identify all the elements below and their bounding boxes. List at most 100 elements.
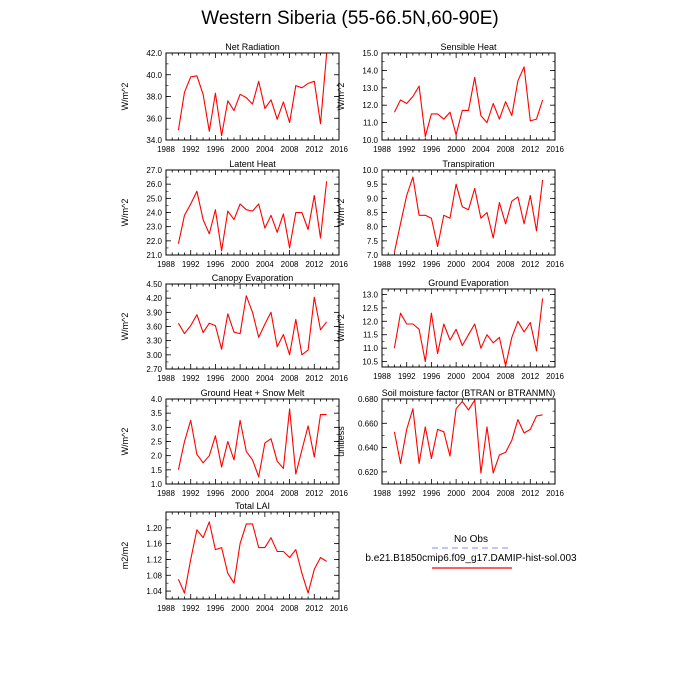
y-tick-label: 2.0 [151, 452, 163, 461]
y-tick-label: 11.5 [363, 331, 379, 340]
x-tick-label: 2004 [256, 374, 274, 383]
x-tick-label: 2000 [447, 145, 465, 154]
series-line [393, 298, 544, 367]
chart-title: Net Radiation [225, 42, 280, 52]
x-tick-label: 2016 [546, 489, 564, 498]
y-axis-label: W/m^2 [120, 428, 130, 456]
y-tick-label: 24.0 [146, 209, 162, 218]
x-tick-label: 2008 [281, 374, 299, 383]
y-tick-label: 21.0 [146, 251, 162, 260]
y-tick-label: 12.5 [362, 304, 378, 313]
chart-panel: Canopy Evaporation W/m^2 1988 1992 1996 2000 2… [120, 273, 348, 383]
chart-panel: Ground Evaporation W/m^2 1988 1992 1996 2000 2… [336, 278, 564, 381]
x-tick-label: 2012 [305, 374, 323, 383]
chart-panel: Soil moisture factor (BTRAN or BTRANMN) u… [336, 388, 564, 498]
x-tick-label: 2000 [231, 145, 249, 154]
x-tick-label: 1988 [157, 489, 175, 498]
x-tick-label: 2004 [472, 145, 490, 154]
x-tick-label: 2012 [521, 145, 539, 154]
y-tick-label: 7.0 [367, 251, 379, 260]
y-tick-label: 8.5 [367, 209, 379, 218]
x-tick-label: 2012 [305, 604, 323, 613]
x-tick-label: 2012 [521, 489, 539, 498]
y-tick-label: 0.620 [358, 468, 379, 477]
series-line [177, 521, 327, 594]
y-tick-label: 10.0 [362, 166, 378, 175]
x-tick-label: 2008 [497, 260, 515, 269]
y-tick-label: 11.0 [363, 344, 379, 353]
chart-panel: Ground Heat + Snow Melt W/m^2 1988 1992 1996… [120, 388, 348, 498]
x-tick-label: 2000 [231, 374, 249, 383]
y-tick-label: 13.0 [362, 290, 378, 299]
x-tick-label: 1988 [373, 145, 391, 154]
x-tick-label: 1992 [398, 489, 416, 498]
plot-frame [381, 169, 556, 256]
y-tick-label: 8.0 [367, 223, 379, 232]
y-tick-label: 1.08 [146, 571, 162, 580]
x-tick-label: 1996 [207, 145, 225, 154]
chart-title: Canopy Evaporation [212, 273, 294, 283]
y-tick-label: 3.0 [151, 423, 163, 432]
chart-panel: Transpiration W/m^2 1988 1992 1996 2000 2004 20… [336, 159, 564, 269]
y-tick-label: 4.20 [146, 294, 162, 303]
chart-title: Total LAI [235, 501, 270, 511]
x-tick-label: 2016 [330, 489, 348, 498]
y-tick-label: 10.5 [362, 358, 378, 367]
chart-title: Ground Heat + Snow Melt [201, 388, 305, 398]
y-tick-label: 13.0 [362, 84, 378, 93]
y-tick-label: 1.04 [146, 587, 162, 596]
y-tick-label: 23.0 [146, 223, 162, 232]
chart-title: Ground Evaporation [428, 278, 509, 288]
y-tick-label: 2.5 [151, 438, 163, 447]
x-tick-label: 1996 [207, 374, 225, 383]
chart-title: Latent Heat [229, 159, 276, 169]
y-tick-label: 0.640 [358, 444, 379, 453]
x-tick-label: 2008 [281, 260, 299, 269]
x-tick-label: 1988 [373, 260, 391, 269]
x-tick-label: 1996 [423, 489, 441, 498]
x-tick-label: 1992 [398, 145, 416, 154]
y-tick-label: 2.70 [146, 365, 162, 374]
chart-panel: Net Radiation W/m^2 1988 1992 1996 2000 2004 20… [120, 42, 348, 154]
y-axis-label: W/m^2 [336, 83, 346, 111]
y-tick-label: 4.50 [146, 280, 162, 289]
x-tick-label: 1996 [423, 260, 441, 269]
x-tick-label: 1992 [182, 260, 200, 269]
y-axis-label: W/m^2 [336, 199, 346, 227]
x-tick-label: 2008 [497, 145, 515, 154]
y-tick-label: 26.0 [146, 180, 162, 189]
plot-frame [381, 398, 556, 485]
y-tick-label: 1.16 [146, 540, 162, 549]
plot-frame [165, 52, 340, 141]
x-tick-label: 2012 [521, 372, 539, 381]
x-tick-label: 1988 [157, 604, 175, 613]
y-tick-label: 7.5 [367, 237, 379, 246]
x-tick-label: 2016 [330, 145, 348, 154]
x-tick-label: 1996 [207, 604, 225, 613]
x-tick-label: 2016 [330, 604, 348, 613]
x-tick-label: 2016 [330, 260, 348, 269]
x-tick-label: 2012 [305, 489, 323, 498]
y-tick-label: 1.0 [151, 480, 163, 489]
y-axis-label: W/m^2 [120, 83, 130, 111]
x-tick-label: 1996 [423, 372, 441, 381]
x-tick-label: 2000 [447, 489, 465, 498]
series-line [177, 181, 328, 252]
y-tick-label: 36.0 [146, 114, 162, 123]
x-tick-label: 2004 [256, 260, 274, 269]
x-tick-label: 2008 [281, 604, 299, 613]
x-tick-label: 2000 [231, 489, 249, 498]
x-tick-label: 1992 [182, 145, 200, 154]
plot-frame [165, 398, 340, 485]
x-tick-label: 2016 [546, 260, 564, 269]
x-tick-label: 2004 [472, 260, 490, 269]
legend: No Obs b.e21.B1850cmip6.f09_g17.DAMIP-his… [365, 534, 577, 569]
chart-panel: Total LAI m2/m2 1988 1992 1996 2000 2004 2008 20… [120, 501, 348, 613]
x-tick-label: 2004 [256, 489, 274, 498]
y-tick-label: 11.0 [363, 119, 379, 128]
x-tick-label: 2000 [447, 260, 465, 269]
y-tick-label: 42.0 [146, 49, 162, 58]
chart-title: Transpiration [442, 159, 494, 169]
y-tick-label: 34.0 [146, 136, 162, 145]
x-tick-label: 2008 [281, 489, 299, 498]
